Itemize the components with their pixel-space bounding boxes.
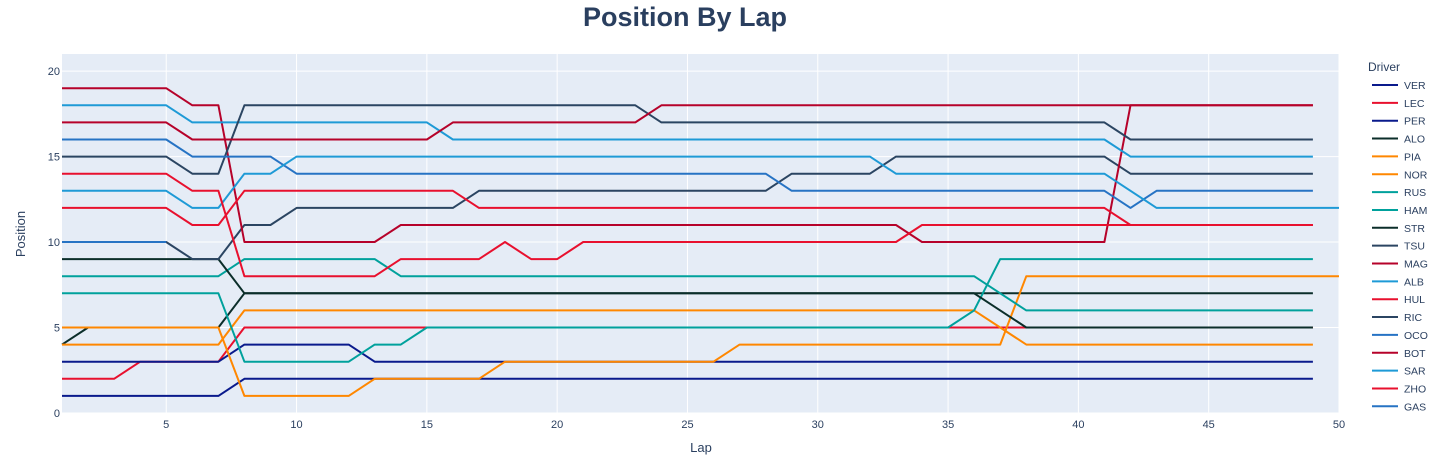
series-line-nor	[62, 309, 1313, 346]
series-line-ric	[62, 104, 1313, 175]
series-lines	[61, 87, 1339, 397]
plot-background	[62, 54, 1339, 413]
series-line-hul	[62, 189, 1313, 226]
y-tick-labels: 0 5 10 15 20	[48, 66, 60, 420]
x-tick-label: 5	[163, 419, 169, 431]
legend-label-sar: SAR	[1404, 366, 1426, 378]
y-axis-title: Position	[13, 211, 28, 257]
legend-label-rus: RUS	[1404, 187, 1426, 199]
legend-label-per: PER	[1404, 116, 1426, 128]
y-tick-label: 10	[48, 237, 60, 249]
legend-label-str: STR	[1404, 223, 1425, 235]
series-line-bot	[62, 104, 1313, 141]
legend-label-pia: PIA	[1404, 151, 1421, 163]
series-line-mag	[62, 87, 1313, 243]
legend-label-ver: VER	[1404, 80, 1426, 92]
y-tick-label: 0	[54, 408, 60, 420]
series-line-sar	[62, 155, 1339, 209]
x-axis-title: Lap	[690, 440, 712, 455]
x-tick-label: 10	[290, 419, 302, 431]
legend-label-bot: BOT	[1404, 348, 1426, 360]
legend-label-lec: LEC	[1404, 98, 1425, 110]
x-tick-labels: 5 10 15 20 25 30 35 40 45 50	[163, 419, 1345, 431]
series-line-zho	[62, 172, 1313, 278]
y-tick-label: 20	[48, 66, 60, 78]
x-tick-label: 25	[681, 419, 693, 431]
legend-title: Driver	[1368, 60, 1400, 74]
legend-label-oco: OCO	[1404, 330, 1428, 342]
x-tick-label: 15	[421, 419, 433, 431]
legend: Driver VER LEC PER ALO PIA NOR RUS HAM STR TSU MAG…	[1368, 60, 1428, 413]
series-line-ver	[62, 377, 1313, 397]
legend-label-mag: MAG	[1404, 259, 1428, 271]
x-tick-label: 45	[1203, 419, 1215, 431]
legend-label-alo: ALO	[1404, 134, 1425, 146]
series-line-pia	[62, 275, 1339, 397]
legend-label-zho: ZHO	[1404, 383, 1426, 395]
series-line-rus	[62, 258, 1313, 363]
legend-label-ham: HAM	[1404, 205, 1427, 217]
x-tick-label: 35	[942, 419, 954, 431]
x-tick-label: 50	[1333, 419, 1345, 431]
x-tick-label: 30	[812, 419, 824, 431]
series-line-oco	[62, 138, 1313, 209]
legend-label-gas: GAS	[1404, 401, 1426, 413]
legend-label-tsu: TSU	[1404, 241, 1425, 253]
y-tick-label: 15	[48, 152, 60, 164]
series-line-str	[62, 258, 1313, 329]
x-tick-label: 40	[1072, 419, 1084, 431]
chart-title: Position By Lap	[583, 2, 787, 32]
series-line-alb	[62, 104, 1313, 158]
legend-label-alb: ALB	[1404, 276, 1424, 288]
legend-label-nor: NOR	[1404, 169, 1428, 181]
y-tick-label: 5	[54, 323, 60, 335]
legend-label-ric: RIC	[1404, 312, 1423, 324]
legend-label-hul: HUL	[1404, 294, 1425, 306]
x-tick-label: 20	[551, 419, 563, 431]
